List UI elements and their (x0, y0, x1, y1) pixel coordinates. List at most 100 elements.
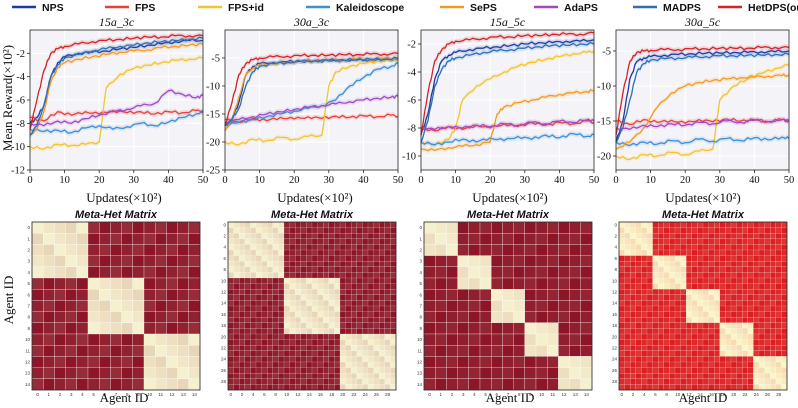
heatmap-cell (618, 356, 625, 363)
heatmap-cell (261, 311, 268, 318)
heatmap-cell (730, 317, 737, 323)
heatmap-cell (177, 322, 190, 335)
heatmap-cell (730, 333, 737, 340)
heatmap-cell (339, 289, 346, 295)
heatmap-cell (714, 328, 720, 335)
heatmap-cell (345, 345, 352, 351)
heatmap-cell (227, 378, 234, 385)
heatmap-cell (714, 356, 720, 363)
heatmap-cell (250, 233, 257, 239)
heatmap-cell (250, 322, 257, 329)
heatmap-cell (289, 328, 296, 335)
heatmap-cell (155, 333, 167, 346)
heatmap-cell (702, 328, 709, 335)
heatmap-cell (362, 339, 369, 346)
heatmap-cell (775, 283, 782, 290)
heatmap-cell (652, 356, 659, 363)
heatmap-cell (384, 350, 391, 357)
heatmap-cell (742, 339, 748, 346)
heatmap-cell (233, 356, 240, 363)
legend-item-nps: NPS (12, 2, 64, 14)
heatmap-cell (775, 261, 782, 267)
heatmap-cell (283, 227, 290, 234)
heatmap-cell (227, 255, 234, 262)
heatmap-x-tick: 12 (295, 392, 301, 397)
heatmap-cell (390, 322, 397, 329)
heatmap-cell (356, 328, 363, 335)
heatmap-cell (753, 361, 760, 368)
heatmap-cell (686, 345, 692, 351)
series-line-madps (29, 36, 204, 136)
heatmap-cell (702, 261, 709, 267)
heatmap-cell (306, 283, 313, 290)
heatmap-cell (311, 272, 318, 279)
heatmap-cell (725, 227, 732, 234)
heatmap-cell (697, 255, 704, 262)
heatmap-cell (547, 277, 559, 290)
heatmap-y-tick: 3 (419, 259, 422, 264)
heatmap-cell (446, 266, 458, 279)
heatmap-cell (708, 272, 715, 279)
heatmap-cell (379, 272, 385, 279)
heatmap-cell (295, 361, 301, 368)
heatmap-cell (166, 221, 178, 234)
heatmap-y-tick: 16 (612, 312, 618, 317)
heatmap-cell (686, 272, 692, 279)
heatmap-cell (233, 350, 240, 357)
heatmap-cell (328, 339, 335, 346)
heatmap-cell (423, 233, 436, 245)
heatmap-cell (781, 345, 788, 351)
heatmap-cell (658, 233, 664, 239)
heatmap-cell (227, 272, 234, 279)
heatmap-cell (674, 294, 681, 301)
heatmap-cell (630, 345, 636, 351)
heatmap-cell (267, 221, 273, 228)
heatmap-cell (669, 221, 676, 228)
heatmap-cell (362, 367, 369, 374)
heatmap-cell (373, 244, 380, 251)
heatmap-cell (736, 322, 743, 329)
heatmap-cell (781, 378, 788, 385)
heatmap-cell (775, 221, 782, 228)
heatmap-cell (725, 294, 732, 301)
series-band-seps (616, 71, 789, 152)
heatmap-cell (747, 378, 754, 385)
heatmap-y-tick: 6 (223, 256, 226, 261)
x-label-agent-3: Agent ID (486, 390, 535, 405)
heatmap-cell (250, 317, 257, 323)
heatmap-x-tick: 7 (115, 392, 118, 397)
heatmap-cell (764, 233, 771, 239)
heatmap-y-tick: 6 (27, 292, 30, 297)
heatmap-cell (524, 244, 537, 256)
heatmap-cell (250, 328, 257, 335)
heatmap-x-tick: 10 (675, 392, 681, 397)
heatmap-cell (390, 350, 397, 357)
heatmap-cell (323, 384, 329, 391)
heatmap-cell (65, 333, 77, 346)
heatmap-cell (132, 322, 145, 335)
heatmap-cell (351, 367, 357, 374)
heatmap-cell (339, 333, 346, 340)
heatmap-x-tick: 5 (484, 392, 487, 397)
heatmap-cell (702, 272, 709, 279)
heatmap-cell (435, 311, 447, 324)
heatmap-cell (736, 378, 743, 385)
heatmap-cell (239, 384, 245, 391)
heatmap-cell (311, 289, 318, 295)
heatmap-cell (390, 233, 397, 239)
heatmap-x-tick: 8 (665, 392, 668, 397)
heatmap-cell (278, 311, 285, 318)
heatmap-cell (295, 227, 301, 234)
heatmap-cell (468, 378, 481, 391)
heatmap-cell (166, 333, 178, 346)
heatmap-cell (339, 311, 346, 318)
heatmap-cell (669, 384, 676, 391)
heatmap-cell (328, 272, 335, 279)
heatmap-cell (635, 356, 642, 363)
heatmap-cell (250, 350, 257, 357)
heatmap-cell (736, 356, 743, 363)
heatmap-cell (680, 277, 687, 284)
heatmap-x-tick: 12 (686, 392, 692, 397)
heatmap-cell (781, 272, 788, 279)
heatmap-cell (725, 356, 732, 363)
